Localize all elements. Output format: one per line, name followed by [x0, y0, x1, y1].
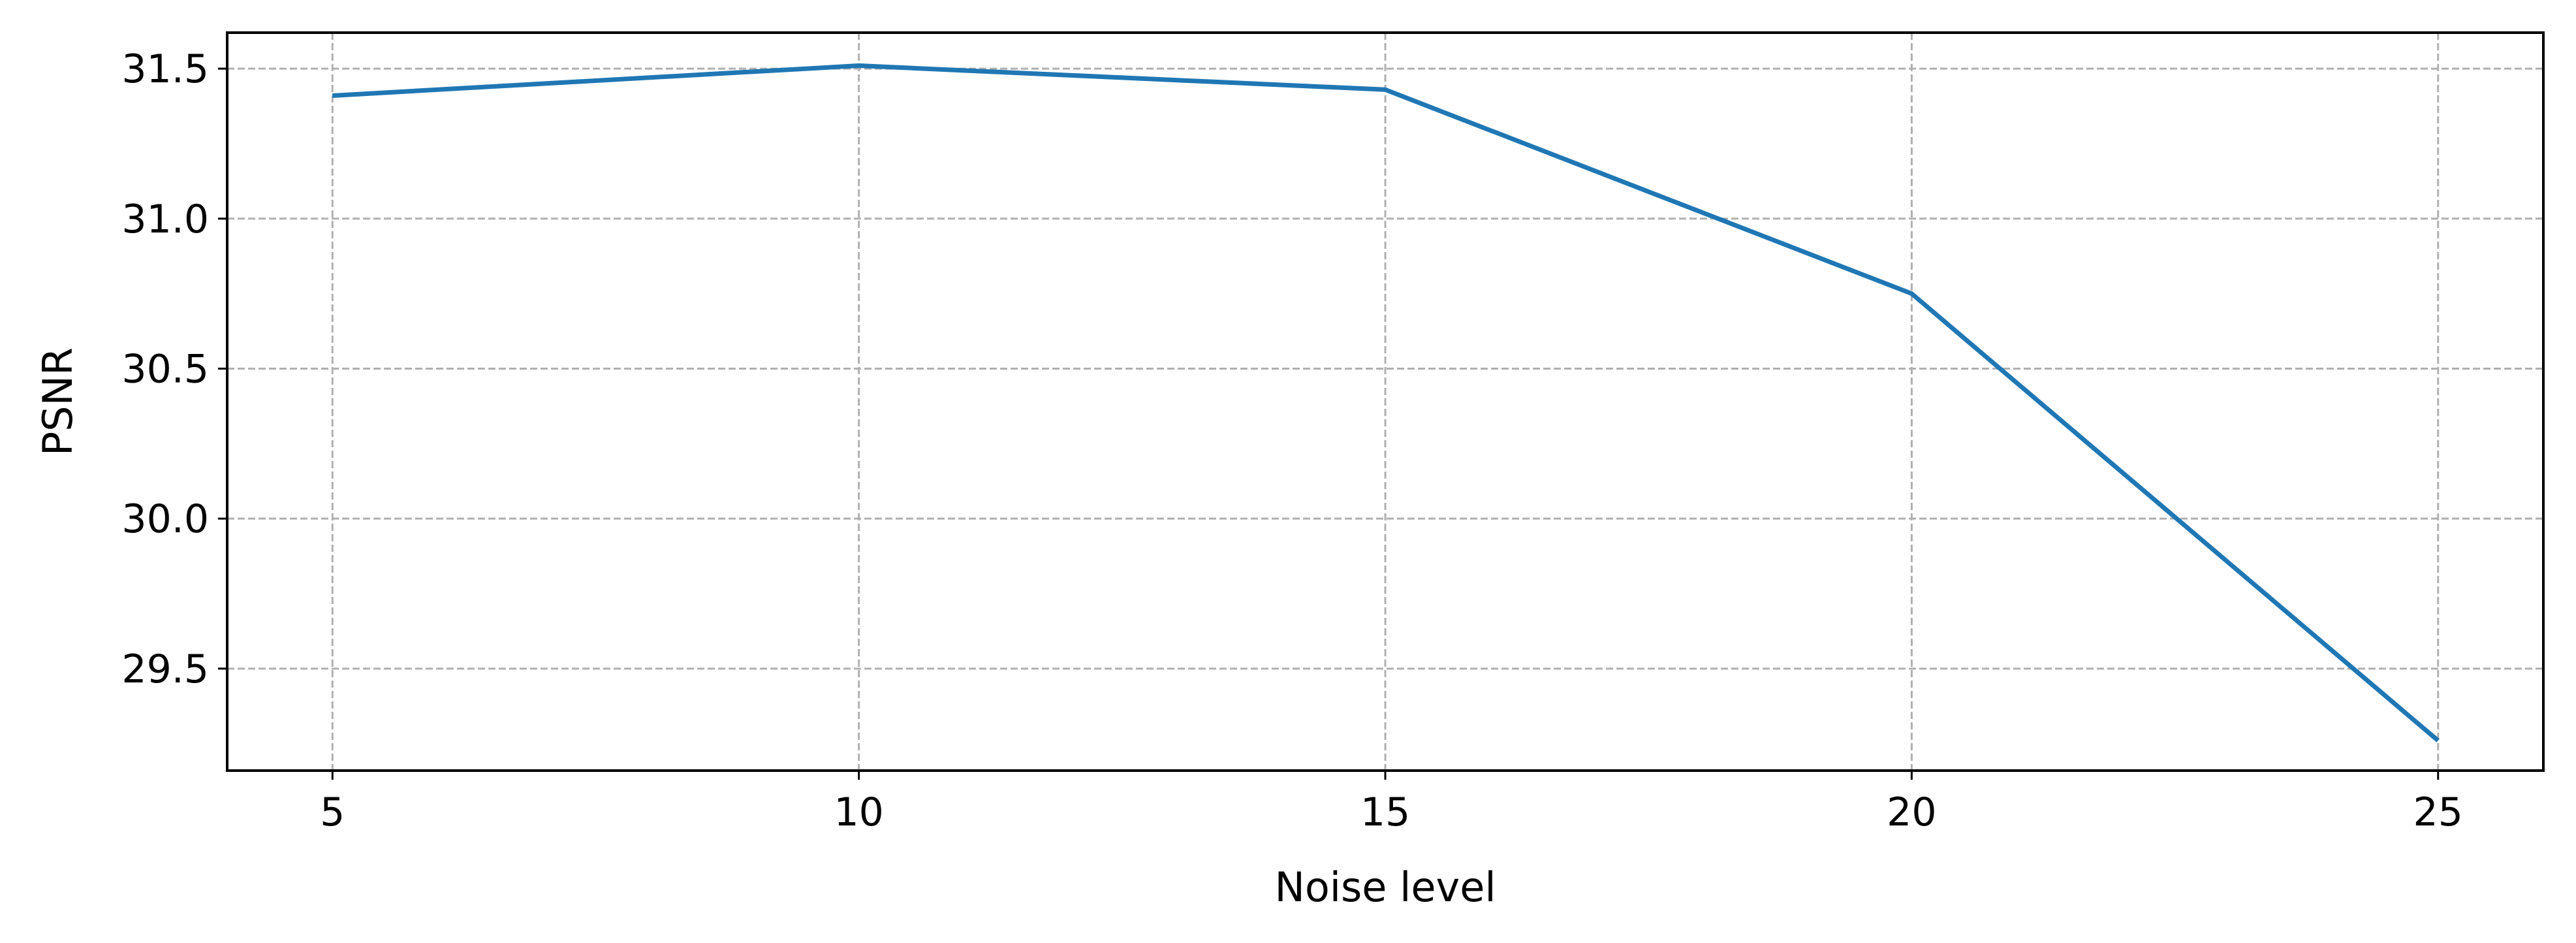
y-tick-label: 30.5	[121, 346, 209, 392]
x-tick-label: 20	[1887, 790, 1936, 835]
grid-lines	[227, 33, 2543, 771]
series-layer	[332, 63, 2440, 743]
tick-marks	[218, 67, 2440, 780]
x-axis-title: Noise level	[1274, 863, 1496, 911]
x-tick-label: 10	[834, 790, 883, 835]
y-tick-label: 29.5	[121, 647, 209, 692]
y-tick-label: 31.5	[121, 46, 209, 92]
x-tick-label: 15	[1360, 790, 1410, 835]
y-axis-title: PSNR	[34, 347, 82, 456]
y-tick-label: 31.0	[121, 197, 209, 242]
y-axis-tick-labels: 29.5 30.0 30.5 31.0 31.5	[121, 46, 209, 692]
x-tick-label: 5	[320, 790, 345, 835]
x-tick-label: 25	[2413, 790, 2463, 835]
x-axis-tick-labels: 5 10 15 20 25	[320, 790, 2463, 835]
y-tick-label: 30.0	[121, 496, 209, 542]
